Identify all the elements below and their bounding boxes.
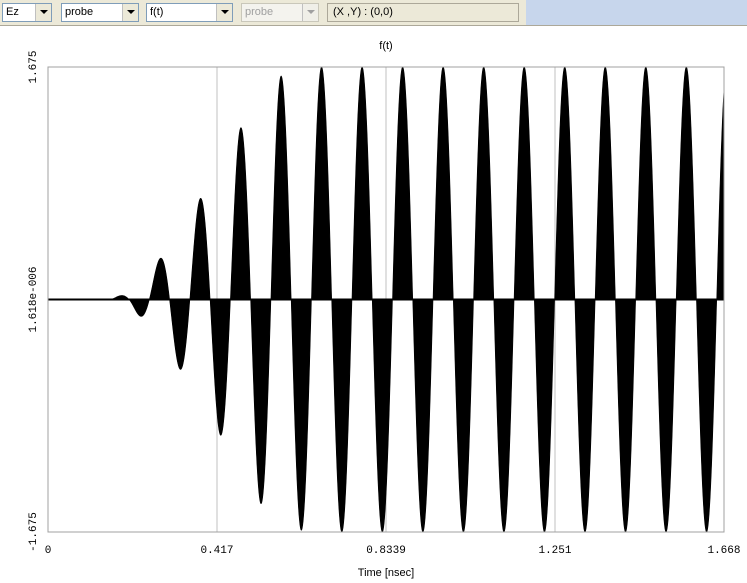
function-select[interactable]: f(t) [146,3,233,22]
x-tick-label: 0.417 [200,545,233,557]
toolbar: Ez probe f(t) probe (X ,Y) : (0,0) [0,0,747,26]
function-select-value: f(t) [150,6,164,18]
field-select-value: Ez [6,6,19,18]
probe-select-value: probe [65,6,94,18]
x-tick-label: 0 [45,545,52,557]
y-tick-label: -1.675 [28,512,40,552]
x-tick-label: 1.668 [707,545,740,557]
x-axis-ticks: 0 0.417 0.8339 1.251 1.668 [45,545,741,557]
probe-select[interactable]: probe [61,3,139,22]
coordinate-readout-text: (X ,Y) : (0,0) [333,6,393,18]
y-axis-ticks: -1.675 1.618e-006 1.675 [28,50,40,551]
coordinate-readout: (X ,Y) : (0,0) [327,3,519,22]
y-tick-label: 1.618e-006 [28,266,40,332]
y-tick-label: 1.675 [28,50,40,83]
chevron-down-icon[interactable] [35,4,51,21]
toolbar-spacer [526,0,747,25]
x-tick-label: 1.251 [538,545,571,557]
x-tick-label: 0.8339 [366,545,406,557]
chart: f(t) -1.675 1.618e-006 1.675 0 0.417 0.8339 1… [28,40,741,579]
probe-select-disabled: probe [241,3,319,22]
chart-title: f(t) [379,40,392,52]
probe-select-disabled-value: probe [245,6,274,18]
chevron-down-icon [302,4,318,21]
chevron-down-icon[interactable] [122,4,138,21]
plot-area-frame [47,66,725,533]
waveform [48,66,725,533]
field-select[interactable]: Ez [2,3,52,22]
x-axis-label: Time [nsec] [358,567,414,579]
chevron-down-icon[interactable] [216,4,232,21]
